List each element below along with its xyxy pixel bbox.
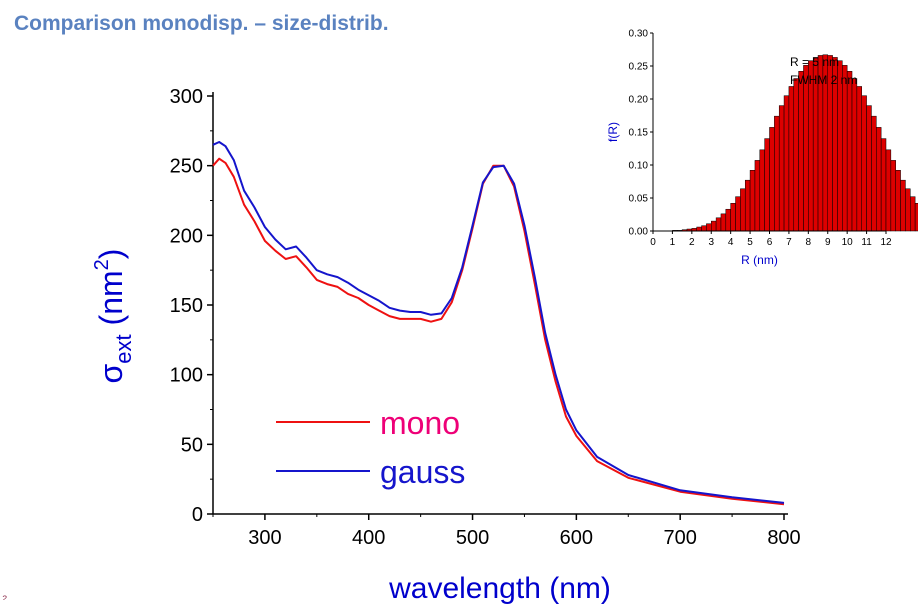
- inset-y-tick-label: 0.25: [629, 62, 649, 73]
- x-tick-label: 500: [456, 527, 489, 549]
- histogram-bar: [764, 138, 770, 232]
- histogram-bar: [696, 226, 702, 232]
- histogram-bar: [885, 149, 892, 232]
- y-label-sigma: σ: [93, 363, 129, 383]
- legend-label-gauss: gauss: [380, 454, 465, 490]
- histogram-bar: [774, 115, 780, 232]
- x-tick-label: 600: [560, 527, 593, 549]
- inset-x-tick-label: 9: [825, 237, 831, 248]
- histogram-bar: [769, 127, 775, 232]
- histogram-bar: [905, 188, 911, 232]
- inset-x-tick-label: 4: [728, 237, 734, 248]
- series-line-gauss: [212, 141, 785, 504]
- histogram-bar: [778, 105, 785, 232]
- histogram-bar: [788, 86, 795, 232]
- series-line-mono: [212, 157, 785, 506]
- inset-x-tick-label: 6: [767, 237, 773, 248]
- inset-x-tick-label: 8: [806, 237, 812, 248]
- histogram-bar: [701, 225, 707, 232]
- histogram-bar: [720, 213, 727, 232]
- inset-x-tick-label: 1: [670, 237, 676, 248]
- inset-x-tick-label: 7: [786, 237, 792, 248]
- histogram-bar: [793, 78, 799, 232]
- histogram-bar: [798, 71, 804, 232]
- histogram-bar: [876, 127, 882, 232]
- histogram-bar: [730, 203, 736, 232]
- inset-x-tick-label: 10: [842, 237, 854, 248]
- inset-annotation: FWHM 2 nm: [790, 73, 857, 87]
- y-tick-label: 0: [192, 504, 203, 526]
- inset-x-tick-label: 12: [880, 237, 892, 248]
- y-tick-label: 200: [170, 225, 203, 247]
- histogram-bar: [735, 196, 741, 232]
- histogram-bar: [740, 188, 746, 232]
- inset-x-tick-label: 2: [689, 237, 695, 248]
- histogram-bar: [895, 170, 901, 232]
- histogram-bar: [866, 105, 872, 232]
- slide-title: Comparison monodisp. – size-distrib.: [14, 12, 389, 35]
- histogram-bar: [900, 179, 906, 232]
- x-tick-label: 300: [248, 527, 281, 549]
- y-tick-label: 300: [170, 86, 203, 108]
- inset-x-axis-label: R (nm): [741, 253, 778, 267]
- histogram-bar: [711, 220, 717, 232]
- histogram-bar: [706, 223, 712, 232]
- corner-decoration: ₂: [2, 590, 8, 600]
- histogram-bar: [749, 170, 756, 232]
- y-axis-label: σext (nm2): [91, 249, 136, 384]
- inset-y-tick-label: 0.00: [629, 227, 649, 238]
- inset-x-tick-label: 11: [861, 237, 872, 248]
- histogram-bar: [861, 95, 867, 232]
- histogram-bar: [856, 86, 862, 232]
- histogram-bar: [910, 196, 916, 232]
- histogram-bar: [715, 217, 722, 232]
- inset-x-tick-label: 5: [747, 237, 753, 248]
- histogram-bar: [842, 65, 848, 232]
- histogram-bar: [783, 95, 790, 232]
- histogram-bar: [890, 160, 896, 232]
- x-tick-label: 700: [663, 527, 696, 549]
- histogram-bar: [871, 115, 877, 232]
- inset-annotation: R = 5 nm: [790, 55, 839, 69]
- histogram-bar: [851, 78, 858, 232]
- inset-x-tick-label: 0: [650, 237, 656, 248]
- x-tick-label: 800: [767, 527, 800, 549]
- y-label-superscript: 2: [91, 259, 113, 270]
- y-tick-label: 150: [170, 295, 203, 317]
- inset-x-tick-label: 3: [708, 237, 714, 248]
- histogram-bar: [725, 208, 731, 232]
- x-tick-label: 400: [352, 527, 385, 549]
- histogram-bar: [846, 71, 853, 232]
- y-label-subscript: ext: [111, 334, 136, 363]
- y-label-close: ): [93, 249, 129, 260]
- inset-y-tick-label: 0.30: [629, 29, 649, 40]
- y-label-unit: (nm: [93, 270, 129, 334]
- inset-y-tick-label: 0.10: [629, 161, 649, 172]
- inset-y-tick-label: 0.05: [629, 194, 649, 205]
- inset-y-tick-label: 0.15: [629, 128, 649, 139]
- histogram-bar: [803, 65, 809, 232]
- y-tick-label: 100: [170, 365, 203, 387]
- histogram-bar: [880, 138, 887, 232]
- inset-y-tick-label: 0.20: [629, 95, 649, 106]
- histogram-bar: [759, 149, 765, 232]
- y-tick-label: 250: [170, 156, 203, 178]
- inset-y-axis-label: f(R): [606, 122, 620, 142]
- x-axis-label: wavelength (nm): [388, 572, 611, 605]
- histogram-bar: [754, 160, 761, 232]
- legend-label-mono: mono: [380, 405, 460, 441]
- y-tick-label: 50: [181, 434, 203, 456]
- histogram-bar: [744, 179, 751, 232]
